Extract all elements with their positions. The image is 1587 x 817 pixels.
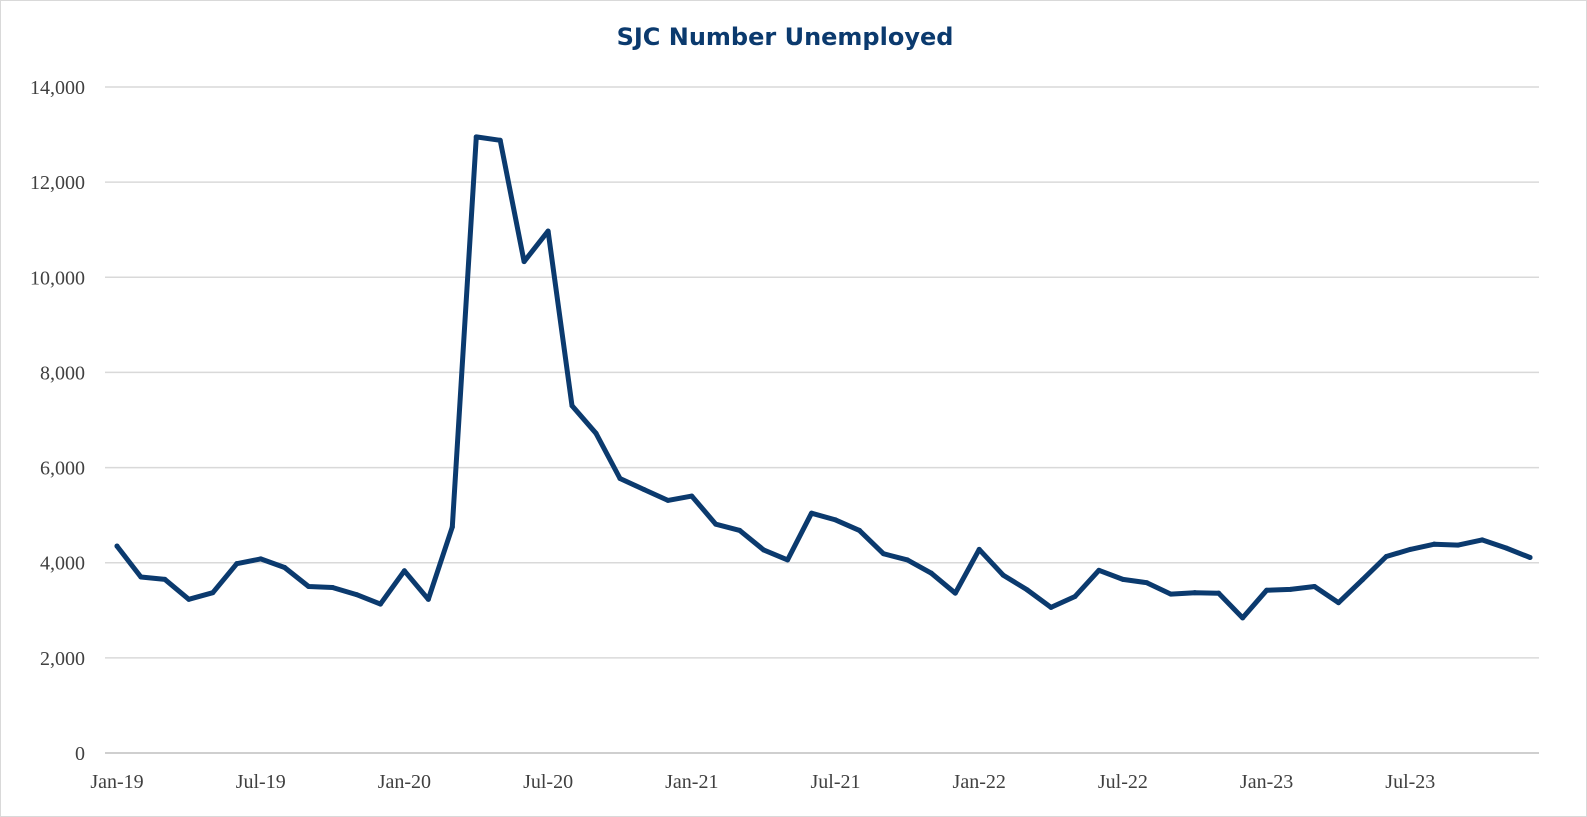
x-tick-label: Jan-23 <box>1240 771 1293 793</box>
data-point <box>928 570 934 576</box>
y-tick-label: 6,000 <box>40 458 85 480</box>
data-point <box>1264 587 1270 593</box>
data-point <box>521 259 527 265</box>
data-point <box>545 228 551 234</box>
x-tick-label: Jan-19 <box>90 771 143 793</box>
data-point <box>210 590 216 596</box>
data-point <box>617 476 623 482</box>
series-line <box>114 134 1533 621</box>
y-tick-label: 10,000 <box>30 267 85 289</box>
data-point <box>1168 591 1174 597</box>
x-tick-label: Jul-23 <box>1385 771 1435 793</box>
data-point <box>114 543 120 549</box>
data-point <box>497 137 503 143</box>
data-point <box>809 510 815 516</box>
data-point <box>1000 572 1006 578</box>
data-point <box>162 576 168 582</box>
data-point <box>1407 546 1413 552</box>
data-point <box>1216 590 1222 596</box>
x-tick-label: Jul-21 <box>811 771 861 793</box>
data-point <box>282 564 288 570</box>
data-point <box>976 546 982 552</box>
series-layer <box>114 134 1533 621</box>
data-point <box>952 590 958 596</box>
data-point <box>1527 554 1533 560</box>
y-tick-label: 4,000 <box>40 553 85 575</box>
data-point <box>1120 576 1126 582</box>
data-point <box>689 493 695 499</box>
gridlines <box>105 86 1539 754</box>
data-point <box>1144 580 1150 586</box>
y-tick-label: 2,000 <box>40 648 85 670</box>
data-point <box>377 601 383 607</box>
data-point <box>449 524 455 530</box>
y-tick-label: 12,000 <box>30 172 85 194</box>
x-tick-label: Jul-19 <box>236 771 286 793</box>
x-tick-label: Jul-22 <box>1098 771 1148 793</box>
x-tick-label: Jan-21 <box>665 771 718 793</box>
data-point <box>856 527 862 533</box>
data-point <box>1048 604 1054 610</box>
data-point <box>401 568 407 574</box>
data-point <box>330 584 336 590</box>
data-point <box>1455 542 1461 548</box>
data-point <box>354 592 359 598</box>
data-point <box>473 134 479 140</box>
data-point <box>569 403 575 409</box>
x-tick-label: Jan-22 <box>953 771 1006 793</box>
data-point <box>1240 615 1246 621</box>
data-point <box>258 556 264 562</box>
data-point <box>904 557 910 563</box>
data-point <box>425 596 431 602</box>
data-point <box>1024 587 1030 593</box>
data-point <box>737 527 743 533</box>
data-point <box>1288 586 1294 592</box>
data-point <box>138 574 144 580</box>
data-point <box>1503 545 1509 551</box>
data-point <box>1479 537 1485 543</box>
data-point <box>785 557 791 563</box>
data-point <box>713 521 719 527</box>
data-point <box>1383 554 1389 560</box>
chart-title: SJC Number Unemployed <box>617 23 954 51</box>
data-point <box>1096 567 1102 573</box>
data-point <box>1072 593 1078 599</box>
data-point <box>1312 584 1317 589</box>
data-point <box>306 584 312 589</box>
data-point <box>833 517 838 523</box>
data-point <box>186 596 192 602</box>
data-point <box>1431 541 1437 547</box>
x-tick-label: Jul-20 <box>523 771 573 793</box>
y-tick-label: 8,000 <box>40 362 85 384</box>
x-axis-ticks: Jan-19 Jul-19 Jan-20 Jul-20 Jan-21 Jul-21 Jan-… <box>90 771 1435 793</box>
y-axis-ticks: 0 2,000 4,000 6,000 8,000 10,000 12,000 14,000 <box>30 77 85 765</box>
data-point <box>761 547 767 553</box>
data-point <box>1359 577 1365 583</box>
data-point <box>641 486 647 492</box>
y-tick-label: 14,000 <box>30 77 85 99</box>
data-point <box>234 561 240 567</box>
data-point <box>665 497 671 503</box>
x-tick-label: Jan-20 <box>378 771 431 793</box>
data-point <box>593 430 599 436</box>
y-tick-label: 0 <box>75 743 85 765</box>
data-point <box>1335 600 1341 606</box>
data-point <box>880 551 886 557</box>
data-point <box>1192 590 1198 596</box>
